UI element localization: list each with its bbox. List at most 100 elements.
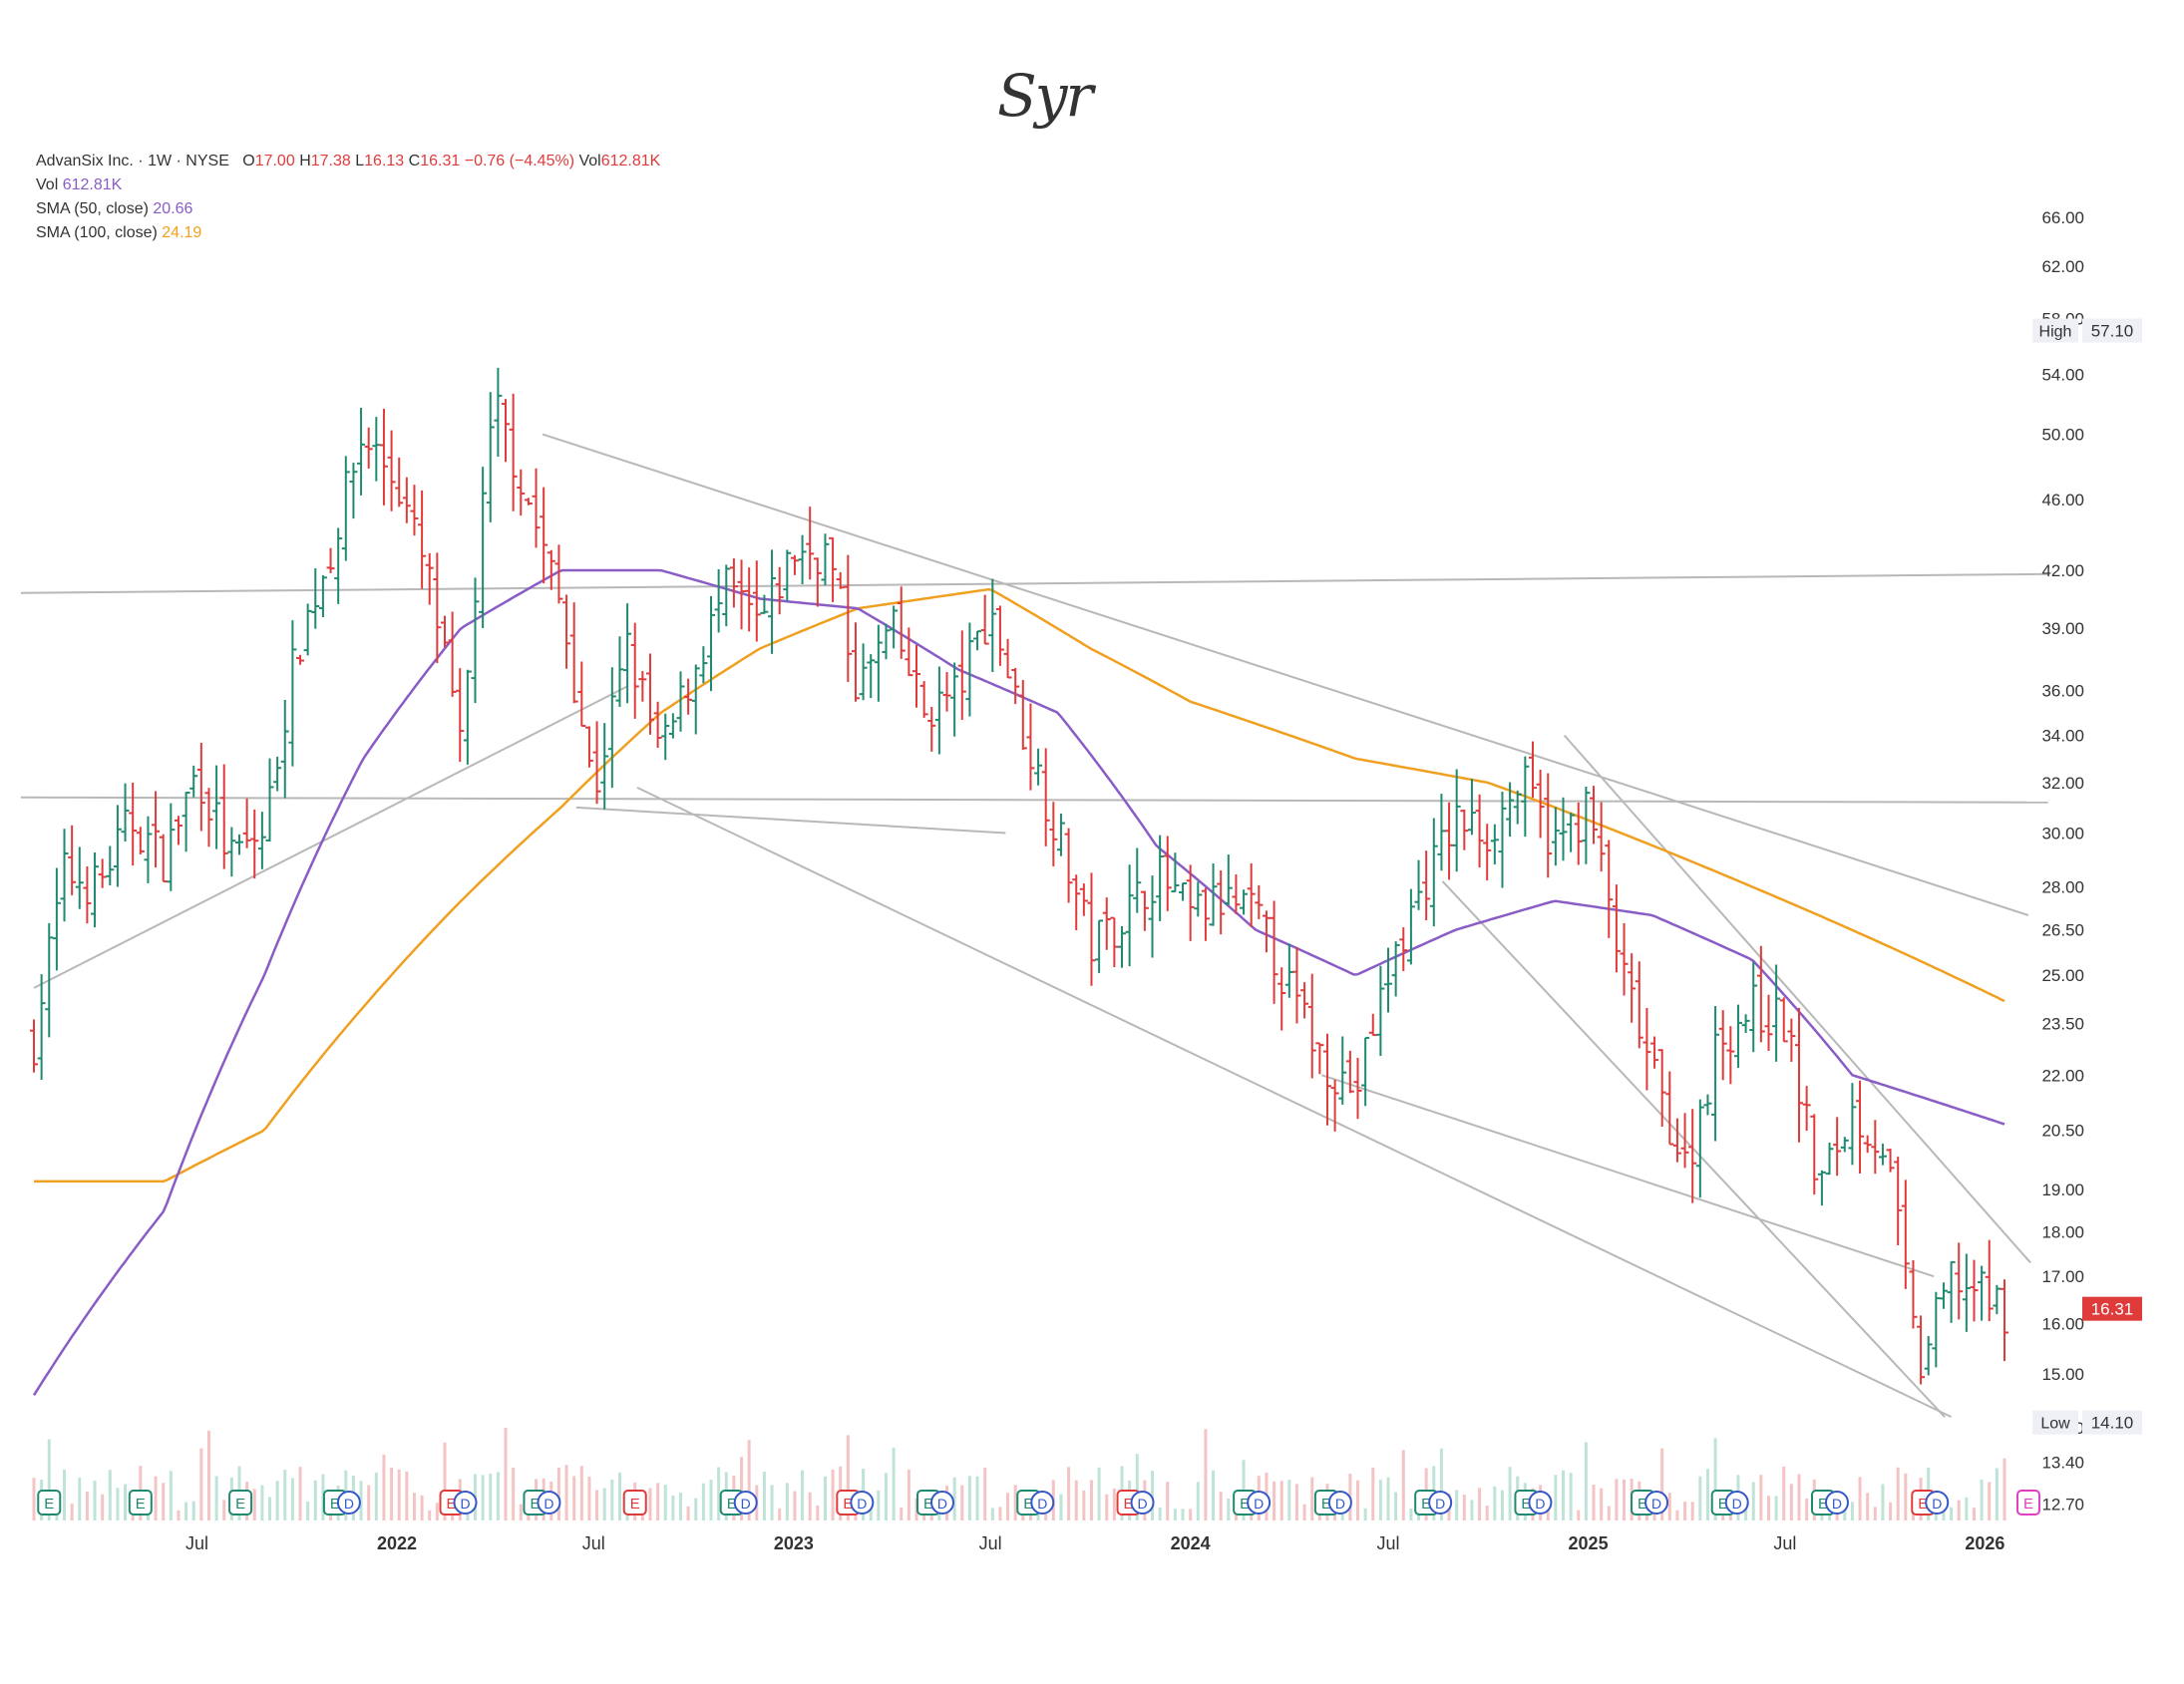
legend-sma50-label: SMA (50, close) [36, 200, 149, 217]
ohlc-bar [1932, 1291, 1941, 1368]
volume-bar [443, 1442, 447, 1520]
ohlc-bar [1224, 854, 1233, 905]
low-price-tag: Low 14.10 [2032, 1410, 2142, 1435]
ohlc-bar [494, 367, 503, 458]
ohlc-bar [1833, 1117, 1842, 1177]
ohlc-bar [1711, 1005, 1720, 1142]
ohlc-bar [1726, 1026, 1735, 1085]
ohlc-bar [1406, 888, 1415, 965]
ohlc-bar [1901, 1179, 1910, 1289]
ohlc-bar [479, 467, 488, 628]
volume-bar [1074, 1480, 1078, 1520]
volume-bar [1363, 1508, 1367, 1520]
ohlc-bar [623, 603, 632, 704]
volume-bar [1287, 1480, 1291, 1520]
ohlc-bar [600, 723, 609, 810]
volume-bar [785, 1483, 789, 1520]
volume-bar [793, 1491, 797, 1520]
legend-change: −0.76 (−4.45%) [464, 153, 575, 169]
ohlc-bar [418, 490, 427, 589]
volume-bar [1067, 1467, 1071, 1520]
time-axis[interactable]: Jul 2022 Jul 2023 Jul 2024 Jul 2025 Jul 2026 [185, 1533, 2004, 1553]
volume-bar [489, 1473, 493, 1520]
volume-bar [990, 1508, 994, 1520]
ohlc-bar [988, 578, 997, 672]
ohlc-bar [1429, 818, 1438, 927]
ohlc-bar [517, 469, 526, 516]
svg-text:D: D [344, 1496, 354, 1512]
ohlc-bar [357, 408, 366, 496]
ohlc-bar [844, 554, 853, 683]
volume-bar [1227, 1498, 1231, 1520]
volume-bar [1082, 1490, 1086, 1520]
legend-sma100-row[interactable]: SMA (100, close) 24.19 [36, 221, 660, 245]
y-tick-label: 50.00 [2041, 426, 2084, 445]
y-tick-label: 15.00 [2041, 1365, 2084, 1384]
ohlc-bar [737, 559, 746, 630]
volume-bar [2002, 1458, 2006, 1520]
legend-sma50-value: 20.66 [153, 200, 193, 217]
sma50-path [32, 568, 2005, 1397]
ohlc-bar [1756, 945, 1765, 1043]
y-tick-label: 20.50 [2041, 1122, 2084, 1141]
ohlc-bar [60, 829, 69, 922]
volume-bar [1196, 1482, 1200, 1520]
ohlc-bar [45, 922, 54, 1038]
price-tags: High 57.10 Low 14.10 16.31 [2032, 318, 2142, 1435]
ohlc-bar [463, 669, 472, 765]
ohlc-bar [288, 620, 297, 767]
volume-bar [1850, 1502, 1854, 1520]
ohlc-bar [395, 457, 404, 507]
svg-text:E: E [2023, 1496, 2033, 1513]
y-tick-label: 32.00 [2041, 774, 2084, 793]
volume-bar [47, 1439, 51, 1520]
volume-bar [610, 1479, 614, 1520]
ohlc-bar [1772, 964, 1781, 1062]
ohlc-bar [851, 622, 860, 702]
svg-text:E: E [44, 1496, 54, 1513]
volume-bar [1584, 1442, 1588, 1520]
x-tick-label: Jul [1377, 1533, 1400, 1553]
ohlc-bar [1345, 1050, 1354, 1094]
ohlc-bar [836, 571, 845, 589]
ohlc-bar [1018, 679, 1027, 751]
legend-interval[interactable]: 1W [148, 153, 173, 169]
volume-bar [587, 1477, 591, 1520]
high-price-tag: High 57.10 [2032, 318, 2142, 343]
volume-bar [313, 1480, 317, 1520]
volume-bar [1059, 1494, 1063, 1520]
ohlc-bar [1962, 1253, 1971, 1332]
legend-volume-row[interactable]: Vol 612.81K [36, 173, 660, 197]
volume-bar [572, 1476, 576, 1520]
legend-sma50-row[interactable]: SMA (50, close) 20.66 [36, 197, 660, 221]
volume-bar [1896, 1467, 1900, 1520]
legend-symbol[interactable]: AdvanSix Inc. [36, 153, 134, 169]
ohlc-bar [1582, 787, 1591, 864]
ohlc-bar [1764, 994, 1773, 1051]
ohlc-bar [729, 558, 738, 608]
ohlc-bar [905, 627, 913, 677]
ohlc-bar [1467, 779, 1476, 836]
ohlc-bar [1376, 965, 1385, 1057]
y-tick-label: 22.00 [2041, 1066, 2084, 1085]
ohlc-bar [456, 668, 465, 763]
x-tick-label: 2026 [1965, 1533, 2004, 1553]
price-axis[interactable]: 66.0062.0058.0054.0050.0046.0042.0039.00… [2041, 208, 2084, 1514]
ohlc-bar [699, 646, 708, 684]
ohlc-bar [790, 554, 799, 575]
ohlc-bar [1672, 1118, 1681, 1163]
ohlc-bar [1011, 667, 1020, 705]
trendline [20, 572, 2048, 594]
volume-bar [816, 1505, 820, 1520]
ohlc-bar [1277, 967, 1286, 1031]
ohlc-bar [30, 1019, 38, 1073]
svg-text:D: D [857, 1496, 867, 1512]
ohlc-bar [1125, 864, 1134, 967]
volume-bar [1006, 1493, 1010, 1520]
x-tick-label: 2022 [377, 1533, 417, 1553]
volume-bar [823, 1476, 827, 1520]
trendline [1441, 880, 1946, 1418]
ohlc-bar [1307, 973, 1316, 1079]
volume-bar [428, 1510, 432, 1520]
